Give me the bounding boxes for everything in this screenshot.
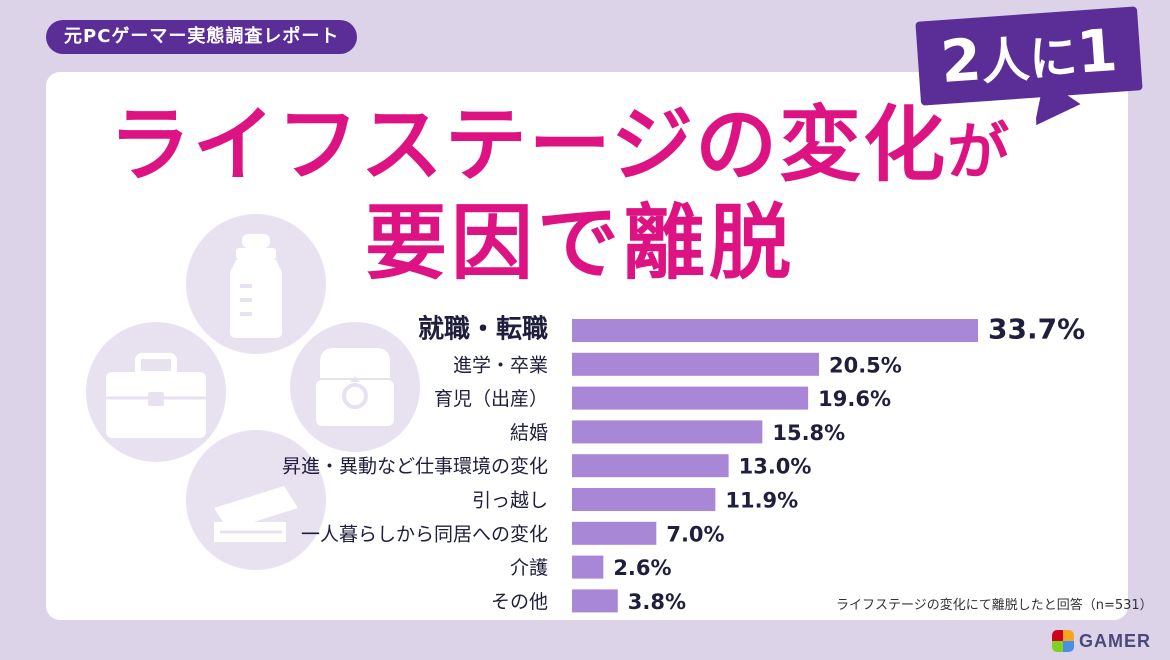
footnote: ライフステージの変化にて離脱したと回答（n=531） xyxy=(836,598,1153,613)
category-label-6: 一人暮らしから同居への変化 xyxy=(301,523,548,545)
category-label-2: 育児（出産） xyxy=(434,388,548,410)
category-label-0: 就職・転職 xyxy=(418,315,548,345)
value-label-8: 3.8% xyxy=(628,590,686,614)
ring-box-deco xyxy=(290,322,420,452)
ring-box-icon xyxy=(316,348,394,426)
gamer-logo-text: GAMER xyxy=(1079,630,1151,651)
category-label-5: 引っ越し xyxy=(472,490,548,512)
bar-1 xyxy=(572,352,819,376)
headline-line1: ライフステージの変化が xyxy=(0,96,1170,202)
category-label-3: 結婚 xyxy=(510,422,548,444)
headline-line1-main: ライフステージの変化 xyxy=(108,98,948,193)
value-label-4: 13.0% xyxy=(739,455,812,479)
baby-bottle-icon xyxy=(230,234,282,338)
bar-6 xyxy=(572,521,657,545)
category-label-4: 昇進・異動など仕事環境の変化 xyxy=(282,456,548,478)
value-label-5: 11.9% xyxy=(725,489,798,513)
bar-3 xyxy=(572,420,763,444)
books-icon xyxy=(214,486,298,542)
gamer-logo: GAMER xyxy=(1052,628,1151,654)
briefcase-icon xyxy=(106,353,206,438)
bar-7 xyxy=(572,555,604,579)
value-label-7: 2.6% xyxy=(613,556,671,580)
bar-8 xyxy=(572,589,618,613)
report-tag: 元PCゲーマー実態調査レポート xyxy=(46,20,358,54)
bar-2 xyxy=(572,386,809,410)
gamer-logo-icon xyxy=(1052,630,1074,652)
headline-line1-particle: が xyxy=(947,115,1012,188)
briefcase-deco xyxy=(86,322,226,462)
category-label-1: 進学・卒業 xyxy=(453,354,548,376)
value-label-6: 7.0% xyxy=(666,522,724,546)
value-label-3: 15.8% xyxy=(772,421,845,445)
value-label-1: 20.5% xyxy=(829,353,902,377)
bar-5 xyxy=(572,488,716,511)
headline-line2: 要因で離脱 xyxy=(364,196,795,291)
baby-bottle-deco xyxy=(186,214,326,354)
category-label-7: 介護 xyxy=(510,557,548,579)
value-label-0: 33.7% xyxy=(988,313,1085,346)
category-label-8: その他 xyxy=(491,591,548,613)
bar-4 xyxy=(572,454,729,478)
books-deco xyxy=(186,430,326,570)
bar-0 xyxy=(572,319,978,342)
value-label-2: 19.6% xyxy=(818,387,891,411)
